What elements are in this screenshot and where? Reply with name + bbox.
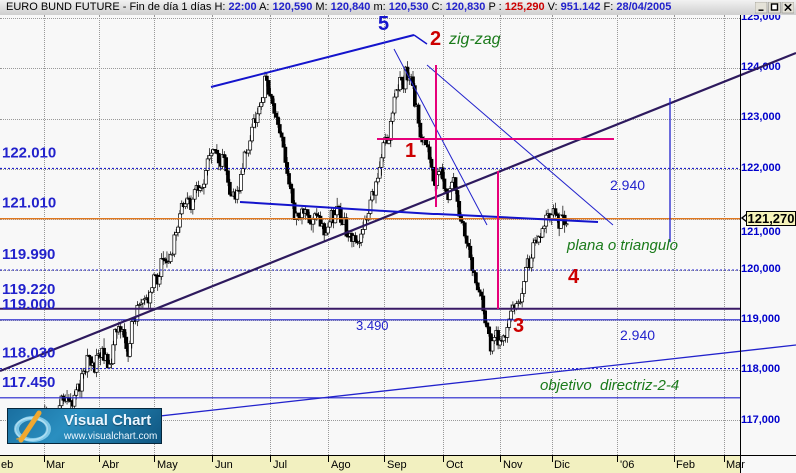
svg-text:2.940: 2.940 — [620, 327, 655, 343]
svg-text:3.490: 3.490 — [356, 318, 389, 333]
svg-text:objetivo: objetivo — [540, 377, 592, 394]
svg-text:5: 5 — [378, 15, 389, 35]
svg-text:2.940: 2.940 — [610, 177, 645, 193]
svg-text:119.990: 119.990 — [2, 246, 55, 263]
svg-text:zig-zag: zig-zag — [448, 31, 501, 48]
svg-text:4: 4 — [568, 266, 580, 288]
svg-text:119.000: 119.000 — [2, 296, 55, 313]
svg-text:118.030: 118.030 — [2, 345, 55, 362]
svg-text:122.010: 122.010 — [2, 144, 56, 161]
svg-text:directriz-2-4: directriz-2-4 — [600, 377, 679, 394]
svg-text:121.010: 121.010 — [2, 195, 56, 212]
svg-text:117.450: 117.450 — [2, 374, 55, 391]
svg-text:2: 2 — [430, 28, 441, 50]
svg-text:plana o triangulo: plana o triangulo — [566, 237, 678, 254]
svg-text:3: 3 — [513, 315, 524, 337]
svg-text:1: 1 — [405, 140, 416, 162]
